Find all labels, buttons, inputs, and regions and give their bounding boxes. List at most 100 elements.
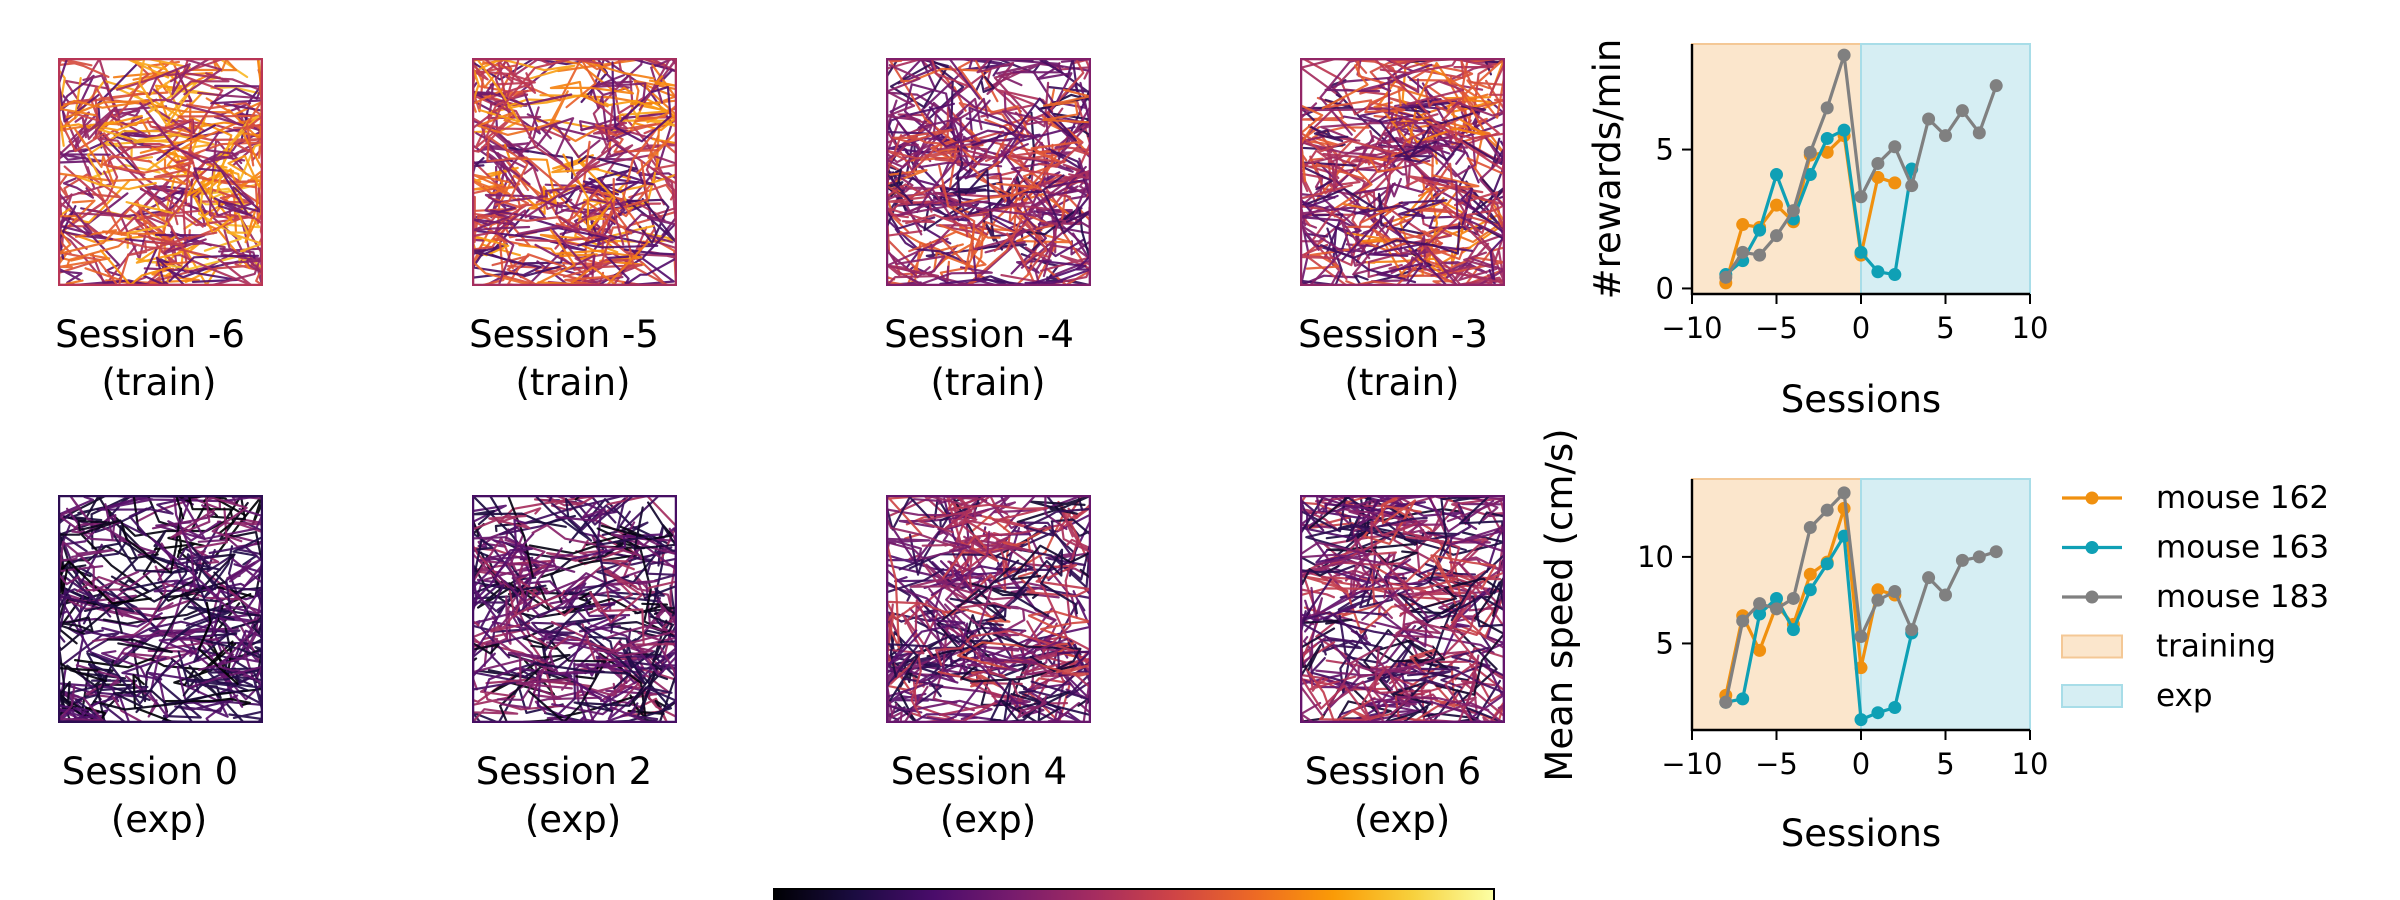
- trajectory-path: [150, 555, 184, 566]
- trajectory-path: [168, 254, 260, 282]
- trajectory-path: [1428, 495, 1488, 583]
- trajectory-path: [1013, 548, 1078, 617]
- trajectory-path: [1459, 556, 1505, 573]
- trajectory-path: [528, 541, 646, 578]
- trajectory-path: [976, 58, 1015, 95]
- panel-session-label: Session -5: [469, 313, 659, 356]
- trajectory-path: [926, 675, 998, 723]
- trajectory-path: [113, 689, 209, 714]
- trajectory-path: [517, 603, 616, 639]
- trajectory-path: [132, 58, 191, 127]
- trajectory-path: [599, 160, 649, 238]
- trajectory-path: [1320, 576, 1427, 593]
- trajectory-path: [1340, 220, 1371, 267]
- trajectory-path: [149, 642, 193, 718]
- x-tick-label: 5: [1936, 747, 1954, 781]
- trajectory-path: [1023, 507, 1091, 537]
- data-point: [1905, 179, 1919, 193]
- trajectory-path: [945, 530, 993, 628]
- trajectory-path: [942, 534, 999, 579]
- trajectory-path: [102, 155, 193, 174]
- trajectory-path: [898, 514, 982, 528]
- data-point: [1803, 567, 1817, 581]
- trajectory-path: [87, 163, 161, 180]
- trajectory-path: [1384, 681, 1432, 723]
- trajectory-path: [472, 157, 485, 175]
- trajectory-path: [77, 620, 237, 642]
- arena-edge: [58, 58, 263, 286]
- trajectory-path: [113, 630, 196, 652]
- trajectory-path: [1387, 504, 1467, 595]
- trajectory-path: [1353, 58, 1398, 95]
- data-point: [1871, 265, 1885, 279]
- data-point: [1736, 614, 1750, 628]
- data-point: [1786, 204, 1800, 218]
- trajectory-path: [58, 588, 94, 604]
- trajectory-path: [1451, 631, 1491, 667]
- trajectory-path: [484, 186, 602, 209]
- trajectory-path: [995, 115, 1048, 196]
- trajectory-path: [1351, 530, 1435, 639]
- trajectory-path: [966, 637, 1069, 672]
- trajectory-path: [127, 231, 218, 257]
- trajectory-path: [151, 545, 234, 618]
- trajectory-path: [941, 608, 1011, 623]
- trajectory-path: [93, 688, 262, 711]
- trajectory-path: [177, 58, 224, 134]
- trajectory-path: [601, 579, 658, 587]
- x-axis-label: Sessions: [1781, 378, 1941, 421]
- trajectory-path: [484, 58, 602, 140]
- data-point: [1820, 557, 1834, 571]
- y-tick-label: 10: [1637, 540, 1674, 574]
- data-point: [1854, 245, 1868, 259]
- trajectory-path: [916, 117, 963, 214]
- trajectory-path: [571, 200, 625, 246]
- trajectory-path: [536, 674, 586, 723]
- trajectory-path: [633, 501, 677, 550]
- trajectory-path: [1367, 243, 1474, 257]
- trajectory-path: [1363, 495, 1422, 545]
- y-axis-label: #rewards/min: [1586, 39, 1629, 300]
- trajectory-path: [512, 559, 556, 594]
- trajectory-path: [886, 633, 976, 651]
- trajectory-path: [133, 192, 253, 286]
- x-tick-label: 0: [1852, 311, 1870, 345]
- trajectory-path: [574, 652, 624, 668]
- data-point: [1955, 104, 1969, 118]
- trajectory-panel: [58, 495, 263, 723]
- trajectory-path: [564, 95, 628, 189]
- data-point: [1922, 112, 1936, 126]
- trajectory-path: [963, 581, 1039, 599]
- trajectory-path: [58, 117, 114, 153]
- y-axis-label: Mean speed (cm/s): [1538, 428, 1581, 781]
- trajectory-path: [1442, 194, 1505, 219]
- trajectory-panel: [1300, 495, 1505, 723]
- trajectory-path: [164, 159, 240, 228]
- trajectory-path: [634, 604, 677, 616]
- trajectory-path: [938, 223, 1001, 273]
- trajectory-path: [150, 537, 223, 655]
- trajectory-panel: [472, 58, 677, 286]
- trajectory-path: [951, 495, 1009, 593]
- trajectory-path: [591, 631, 670, 658]
- trajectory-path: [980, 75, 995, 93]
- trajectory-path: [122, 565, 199, 591]
- trajectory-path: [472, 519, 528, 604]
- data-point: [1854, 713, 1868, 727]
- x-tick-label: −10: [1661, 747, 1722, 781]
- panel-caption: Session -4 (train): [829, 311, 1129, 407]
- legend-marker: [2085, 491, 2099, 505]
- data-point: [1786, 623, 1800, 637]
- panel-phase-label: (exp): [939, 798, 1037, 841]
- trajectory-path: [1370, 520, 1418, 593]
- legend: mouse 162 mouse 163 mouse 183 training exp: [2061, 480, 2329, 714]
- trajectory-path: [564, 616, 633, 704]
- y-tick-label: 5: [1656, 133, 1674, 167]
- trajectory-path: [1300, 243, 1335, 260]
- trajectory-path: [634, 104, 677, 123]
- trajectory-path: [208, 615, 260, 672]
- shaded-region: [1860, 43, 2031, 295]
- legend-marker: [2085, 541, 2099, 554]
- trajectory-path: [508, 610, 547, 640]
- trajectory-path: [1300, 660, 1376, 723]
